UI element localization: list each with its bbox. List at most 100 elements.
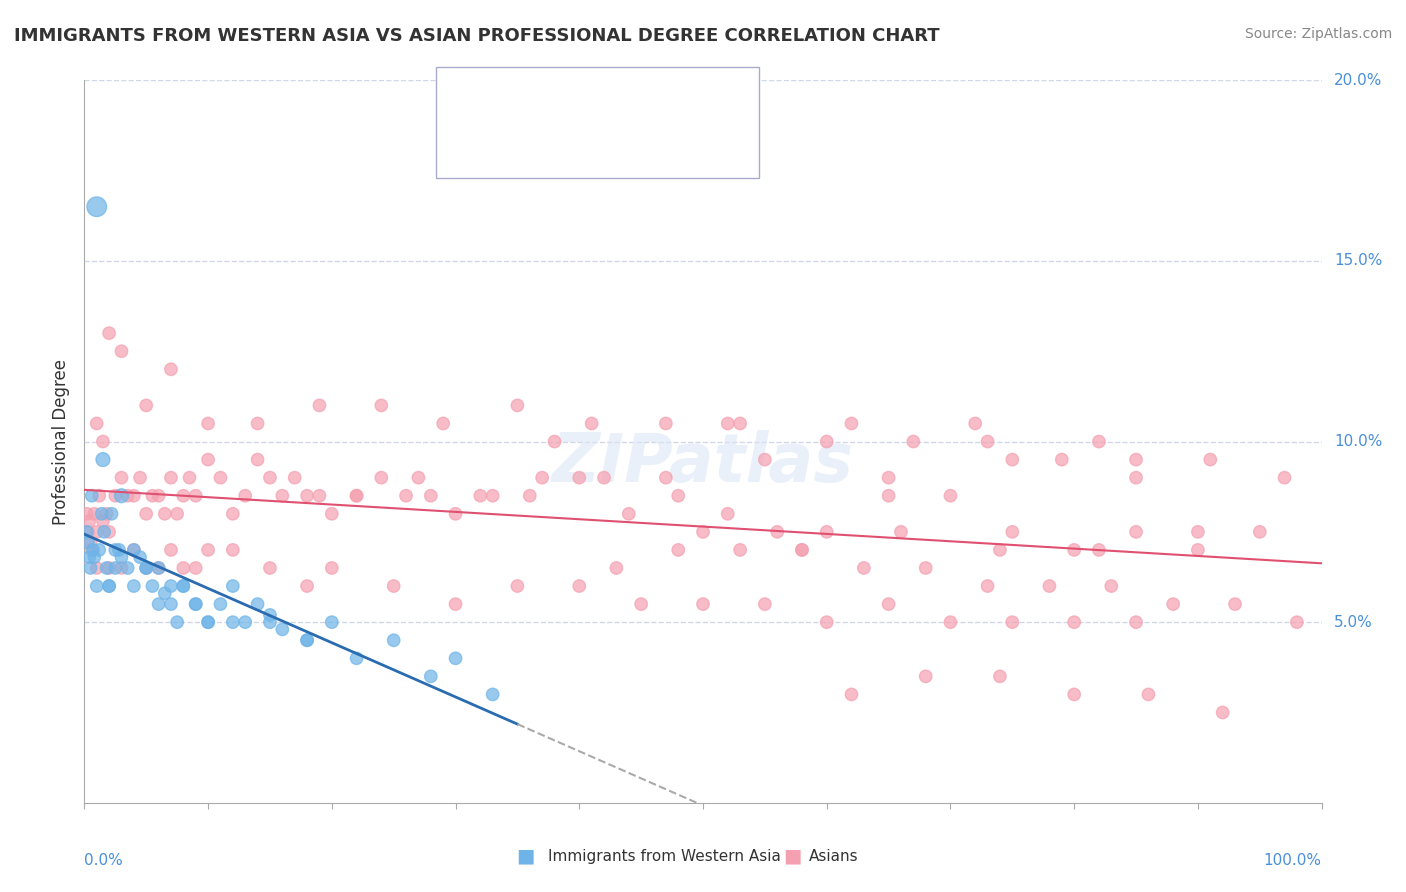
Text: IMMIGRANTS FROM WESTERN ASIA VS ASIAN PROFESSIONAL DEGREE CORRELATION CHART: IMMIGRANTS FROM WESTERN ASIA VS ASIAN PR…: [14, 27, 939, 45]
Point: [531, 471, 554, 485]
Point: [110, 550, 132, 565]
Point: [903, 434, 925, 449]
Point: [877, 489, 900, 503]
Text: 10.0%: 10.0%: [1334, 434, 1382, 449]
Point: [841, 417, 863, 431]
Point: [172, 489, 194, 503]
Point: [122, 489, 145, 503]
Point: [184, 561, 207, 575]
Point: [382, 579, 405, 593]
Point: [117, 561, 139, 575]
Point: [1099, 579, 1122, 593]
Point: [939, 615, 962, 630]
Point: [93, 524, 115, 539]
Point: [259, 615, 281, 630]
Point: [86, 561, 108, 575]
Point: [80, 489, 103, 503]
Point: [395, 489, 418, 503]
Text: Immigrants from Western Asia: Immigrants from Western Asia: [548, 849, 782, 863]
Point: [976, 579, 998, 593]
Point: [1137, 687, 1160, 701]
Point: [172, 561, 194, 575]
Point: [79, 535, 101, 549]
Point: [209, 471, 232, 485]
Point: [98, 561, 121, 575]
Point: [80, 542, 103, 557]
Point: [295, 489, 318, 503]
Point: [581, 417, 603, 431]
Point: [284, 471, 307, 485]
Point: [717, 417, 740, 431]
Point: [76, 507, 98, 521]
Point: [717, 507, 740, 521]
Point: [914, 669, 936, 683]
Point: [233, 489, 256, 503]
Point: [655, 417, 678, 431]
Point: [184, 489, 207, 503]
Point: [321, 561, 343, 575]
Text: Asians: Asians: [808, 849, 858, 863]
Point: [1249, 524, 1271, 539]
Point: [321, 615, 343, 630]
Point: [117, 489, 139, 503]
Point: [110, 561, 132, 575]
Point: [86, 200, 108, 214]
Point: [1199, 452, 1222, 467]
Text: ■: ■: [460, 137, 478, 157]
Point: [382, 633, 405, 648]
Point: [939, 489, 962, 503]
Point: [135, 561, 157, 575]
Point: [77, 535, 100, 549]
Text: R = -0.322   N=  57: R = -0.322 N= 57: [489, 91, 640, 105]
Text: 20.0%: 20.0%: [1334, 73, 1382, 87]
Point: [1063, 615, 1085, 630]
Point: [890, 524, 912, 539]
Text: 100.0%: 100.0%: [1264, 854, 1322, 869]
Y-axis label: Professional Degree: Professional Degree: [52, 359, 70, 524]
Point: [246, 597, 269, 611]
Point: [141, 579, 163, 593]
Point: [104, 561, 127, 575]
Point: [83, 550, 105, 565]
Point: [79, 550, 101, 565]
Point: [692, 597, 714, 611]
Point: [222, 542, 245, 557]
Point: [148, 597, 170, 611]
Point: [271, 489, 294, 503]
Point: [1063, 687, 1085, 701]
Point: [197, 615, 219, 630]
Point: [790, 542, 813, 557]
Point: [110, 344, 132, 359]
Point: [1212, 706, 1234, 720]
Point: [1088, 434, 1111, 449]
Point: [1125, 615, 1147, 630]
Point: [1187, 524, 1209, 539]
Point: [82, 542, 104, 557]
Point: [988, 669, 1011, 683]
Point: [209, 597, 232, 611]
Point: [1001, 524, 1024, 539]
Point: [1125, 471, 1147, 485]
Point: [470, 489, 492, 503]
Point: [444, 507, 467, 521]
Point: [197, 615, 219, 630]
Point: [160, 362, 183, 376]
Text: Source: ZipAtlas.com: Source: ZipAtlas.com: [1244, 27, 1392, 41]
Text: 5.0%: 5.0%: [1334, 615, 1372, 630]
Point: [166, 615, 188, 630]
Point: [86, 417, 108, 431]
Point: [766, 524, 789, 539]
Point: [153, 507, 176, 521]
Text: ■: ■: [783, 847, 801, 866]
Point: [1223, 597, 1246, 611]
Point: [1274, 471, 1296, 485]
Point: [419, 669, 441, 683]
Point: [98, 579, 121, 593]
Point: [91, 514, 114, 528]
Point: [593, 471, 616, 485]
Point: [98, 524, 121, 539]
Point: [83, 507, 105, 521]
Point: [160, 542, 183, 557]
Point: [841, 687, 863, 701]
Point: [728, 417, 751, 431]
